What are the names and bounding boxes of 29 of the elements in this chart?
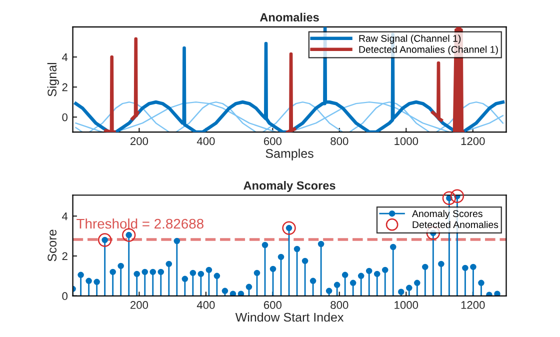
y-axis-title: Score [48, 230, 57, 262]
x-tick-label: 600 [264, 137, 282, 146]
y-tick-label: 0 [62, 292, 68, 300]
legend-label: Raw Signal (Channel 1) [359, 34, 461, 44]
y-tick-label: 2 [62, 83, 68, 92]
x-axis-title: Window Start Index [235, 312, 344, 322]
y-tick-label: 2 [62, 252, 68, 260]
x-tick-label: 200 [130, 137, 148, 146]
x-tick-label: 600 [264, 301, 282, 309]
legend-label: Anomaly Scores [412, 210, 482, 220]
legend-label: Detected Anomalies [412, 220, 498, 228]
y-tick-label: 4 [62, 53, 68, 62]
x-axis-title: Samples [266, 148, 314, 160]
x-tick-label: 200 [130, 301, 148, 309]
chart-title: Anomalies [260, 12, 319, 22]
x-tick-label: 400 [196, 301, 215, 309]
x-tick-label: 1200 [461, 301, 485, 309]
y-tick-label: 0 [62, 113, 68, 122]
x-tick-label: 1200 [461, 137, 485, 146]
y-tick-label: 4 [62, 212, 68, 220]
x-tick-label: 800 [330, 137, 348, 146]
x-tick-label: 800 [330, 301, 348, 309]
y-axis-title: Signal [47, 62, 59, 96]
x-tick-label: 1000 [394, 301, 418, 309]
chart-title: Anomaly Scores [244, 181, 336, 192]
ref-line-label: Threshold = 2.82688 [76, 218, 204, 229]
x-tick-label: 1000 [394, 137, 418, 146]
x-tick-label: 400 [196, 137, 215, 146]
legend-label: Detected Anomalies (Channel 1) [359, 46, 498, 55]
